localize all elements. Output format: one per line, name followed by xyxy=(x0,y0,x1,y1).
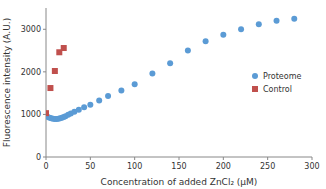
point xyxy=(149,71,155,77)
point xyxy=(61,45,67,51)
point xyxy=(203,38,209,44)
series xyxy=(46,45,67,116)
point xyxy=(87,102,93,108)
x-tick xyxy=(312,157,313,160)
y-tick xyxy=(43,114,46,115)
chart: 0501001502002503000100020003000Concentra… xyxy=(0,0,326,189)
point xyxy=(96,97,102,103)
legend-label: Proteome xyxy=(263,72,301,81)
point xyxy=(46,110,49,116)
x-tick xyxy=(134,157,135,160)
point xyxy=(52,68,58,74)
point xyxy=(47,85,53,91)
point xyxy=(256,21,262,27)
series xyxy=(46,16,297,122)
y-tick-label: 2000 xyxy=(21,68,41,77)
y-axis-label: Fluorescence intensity (A.U.) xyxy=(2,18,12,147)
x-tick-label: 100 xyxy=(127,162,142,171)
point xyxy=(220,32,226,38)
x-axis-label: Concentration of added ZnCl₂ (μM) xyxy=(101,177,258,187)
x-tick-label: 150 xyxy=(171,162,186,171)
y-tick xyxy=(43,71,46,72)
point xyxy=(105,93,111,99)
y-tick-label: 0 xyxy=(36,153,41,162)
x-tick xyxy=(223,157,224,160)
x-tick xyxy=(267,157,268,160)
plot-marks xyxy=(46,16,297,122)
y-axis-line xyxy=(46,8,47,157)
x-tick-label: 0 xyxy=(43,162,48,171)
x-tick-label: 200 xyxy=(216,162,231,171)
x-tick xyxy=(90,157,91,160)
point xyxy=(81,104,87,110)
y-tick-label: 3000 xyxy=(21,25,41,34)
x-tick xyxy=(179,157,180,160)
y-tick xyxy=(43,29,46,30)
point xyxy=(238,26,244,32)
legend-marker xyxy=(252,86,258,92)
point xyxy=(167,60,173,66)
y-tick xyxy=(43,157,46,158)
point xyxy=(76,107,82,113)
x-tick-label: 50 xyxy=(85,162,95,171)
legend-marker xyxy=(252,73,258,79)
y-tick-label: 1000 xyxy=(21,110,41,119)
legend-label: Control xyxy=(263,85,292,94)
x-tick-label: 300 xyxy=(304,162,319,171)
x-tick-label: 250 xyxy=(260,162,275,171)
point xyxy=(185,48,191,54)
point xyxy=(132,81,138,87)
point xyxy=(274,18,280,24)
point xyxy=(291,16,297,22)
legend: Proteome Control xyxy=(252,72,301,94)
point xyxy=(118,88,124,94)
